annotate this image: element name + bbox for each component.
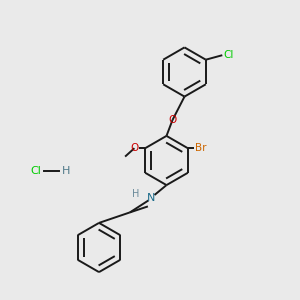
- Text: Cl: Cl: [30, 166, 41, 176]
- Text: H: H: [132, 189, 140, 200]
- Text: N: N: [147, 193, 156, 203]
- Text: Br: Br: [195, 143, 206, 153]
- Text: O: O: [168, 115, 177, 125]
- Text: Cl: Cl: [223, 50, 234, 60]
- Text: O: O: [130, 143, 138, 153]
- Text: H: H: [61, 166, 70, 176]
